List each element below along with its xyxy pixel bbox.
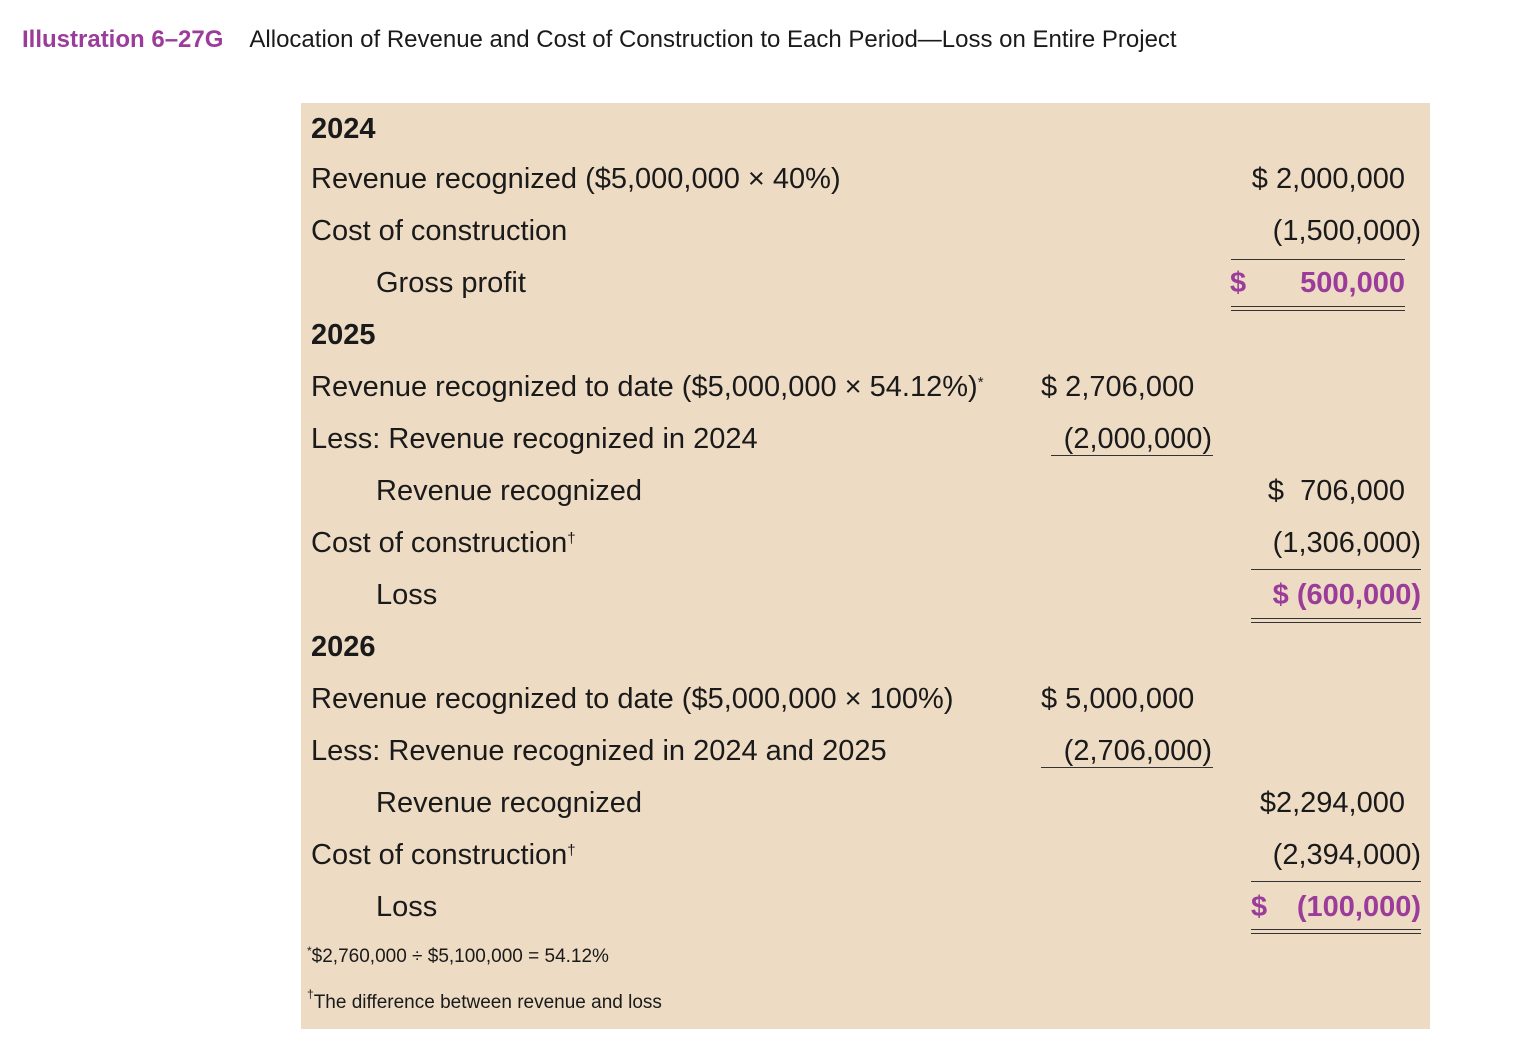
row-label: Revenue recognized to date ($5,000,000 ×… xyxy=(311,683,954,715)
row-label: Loss xyxy=(376,579,438,611)
revenue-to-date-row: Revenue recognized to date ($5,000,000 ×… xyxy=(301,673,1430,725)
illustration-header: Illustration 6–27G Allocation of Revenue … xyxy=(22,26,1177,54)
row-label: Loss xyxy=(376,891,438,923)
year-row-2026: 2026 xyxy=(301,621,1430,673)
subtotal-rule xyxy=(1041,767,1213,768)
row-value: $2,294,000 xyxy=(1259,787,1405,819)
subtotal-rule xyxy=(1051,455,1213,456)
row-value-mid: (2,706,000) xyxy=(1063,735,1212,767)
subtotal-rule xyxy=(1251,881,1421,882)
row-label: Revenue recognized xyxy=(376,475,643,507)
row-label: Cost of construction† xyxy=(311,527,576,559)
footnote-dagger: †The difference between revenue and loss xyxy=(307,987,662,1013)
revenue-recognized-row: Revenue recognized $2,294,000 xyxy=(301,777,1430,829)
row-label: Revenue recognized ($5,000,000 × 40%) xyxy=(311,163,841,195)
row-label: Less: Revenue recognized in 2024 and 202… xyxy=(311,735,887,767)
row-value-mid: $ 5,000,000 xyxy=(1041,683,1195,715)
dollar-sign: $ xyxy=(1230,267,1247,299)
year-row-2024: 2024 xyxy=(301,103,1430,155)
row-value: (2,394,000) xyxy=(1272,839,1421,871)
row-value-mid: (2,000,000) xyxy=(1063,423,1212,455)
footnote-star: *$2,760,000 ÷ $5,100,000 = 54.12% xyxy=(307,944,609,967)
illustration-title: Allocation of Revenue and Cost of Constr… xyxy=(249,26,1177,53)
row-label: Revenue recognized xyxy=(376,787,643,819)
footnote-mark: * xyxy=(307,944,312,958)
gross-profit-row: Gross profit $ 500,000 xyxy=(301,257,1430,309)
row-value: (1,500,000) xyxy=(1272,215,1421,247)
schedule-panel: 2024 Revenue recognized ($5,000,000 × 40… xyxy=(301,103,1430,1029)
row-label: Revenue recognized to date ($5,000,000 ×… xyxy=(311,371,984,403)
row-value: $ 706,000 xyxy=(1267,475,1405,507)
total-double-rule xyxy=(1251,929,1421,934)
cost-row: Cost of construction† (2,394,000) xyxy=(301,829,1430,881)
footnote-mark: † xyxy=(307,987,314,1001)
cost-row: Cost of construction (1,500,000) xyxy=(301,205,1430,257)
row-value: (100,000) xyxy=(1296,891,1421,923)
cost-row: Cost of construction† (1,306,000) xyxy=(301,517,1430,569)
subtotal-rule xyxy=(1251,569,1421,570)
footnote-mark: * xyxy=(977,374,984,391)
row-value: (1,306,000) xyxy=(1272,527,1421,559)
loss-row: Loss $ (100,000) xyxy=(301,881,1430,933)
row-value-mid: $ 2,706,000 xyxy=(1041,371,1195,403)
illustration-number: Illustration 6–27G xyxy=(22,26,224,53)
footnote-mark: † xyxy=(567,530,576,547)
year-heading: 2025 xyxy=(311,319,376,351)
row-label: Cost of construction xyxy=(311,215,568,247)
revenue-row: Revenue recognized ($5,000,000 × 40%) $ … xyxy=(301,153,1430,205)
revenue-recognized-row: Revenue recognized $ 706,000 xyxy=(301,465,1430,517)
row-value: $ 2,000,000 xyxy=(1251,163,1405,195)
footnote-mark: † xyxy=(567,842,576,859)
row-label: Gross profit xyxy=(376,267,526,299)
less-revenue-row: Less: Revenue recognized in 2024 (2,000,… xyxy=(301,413,1430,465)
loss-row: Loss $ (600,000) xyxy=(301,569,1430,621)
subtotal-rule xyxy=(1231,259,1405,260)
row-label: Less: Revenue recognized in 2024 xyxy=(311,423,758,455)
year-heading: 2024 xyxy=(311,113,376,145)
row-value: $ (600,000) xyxy=(1272,579,1421,611)
year-heading: 2026 xyxy=(311,631,376,663)
revenue-to-date-row: Revenue recognized to date ($5,000,000 ×… xyxy=(301,361,1430,413)
total-double-rule xyxy=(1231,306,1405,311)
dollar-sign: $ xyxy=(1251,891,1268,923)
less-revenue-row: Less: Revenue recognized in 2024 and 202… xyxy=(301,725,1430,777)
row-value: 500,000 xyxy=(1300,267,1405,299)
year-row-2025: 2025 xyxy=(301,309,1430,361)
row-label: Cost of construction† xyxy=(311,839,576,871)
total-double-rule xyxy=(1251,618,1421,623)
